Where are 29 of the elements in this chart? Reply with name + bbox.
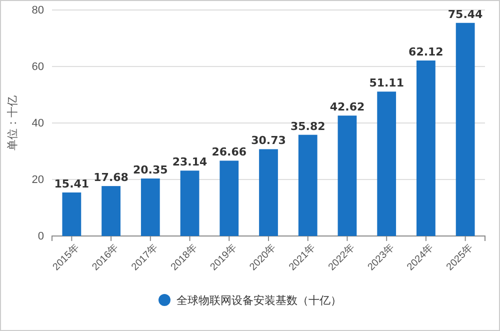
y-tick-label: 20 — [32, 174, 44, 186]
data-label: 17.68 — [94, 171, 128, 184]
y-tick-label: 0 — [38, 230, 44, 243]
data-label: 51.11 — [369, 76, 404, 90]
y-axis-title: 单位：十亿 — [6, 96, 19, 150]
data-label: 30.73 — [251, 134, 286, 148]
bar — [377, 92, 396, 236]
bar — [180, 170, 200, 236]
bar — [140, 178, 160, 236]
bar — [338, 116, 357, 236]
data-label: 75.44 — [448, 8, 484, 21]
data-label: 23.14 — [172, 156, 208, 169]
data-label: 15.41 — [54, 177, 90, 190]
bar — [456, 22, 475, 236]
data-label: 20.35 — [133, 164, 168, 177]
bar — [416, 60, 436, 236]
y-tick-label: 60 — [32, 61, 44, 74]
y-tick-label: 40 — [32, 118, 44, 130]
y-tick-label: 80 — [32, 4, 44, 17]
data-label: 35.82 — [290, 120, 326, 133]
legend-label: 全球物联网设备安装基数（十亿） — [176, 294, 342, 307]
data-label: 42.62 — [330, 100, 365, 114]
bar — [102, 186, 120, 236]
bar — [220, 160, 239, 236]
bar — [259, 149, 278, 236]
bar — [62, 192, 82, 236]
bar — [298, 134, 318, 236]
data-label: 62.12 — [408, 46, 444, 59]
data-label: 26.66 — [212, 146, 247, 159]
